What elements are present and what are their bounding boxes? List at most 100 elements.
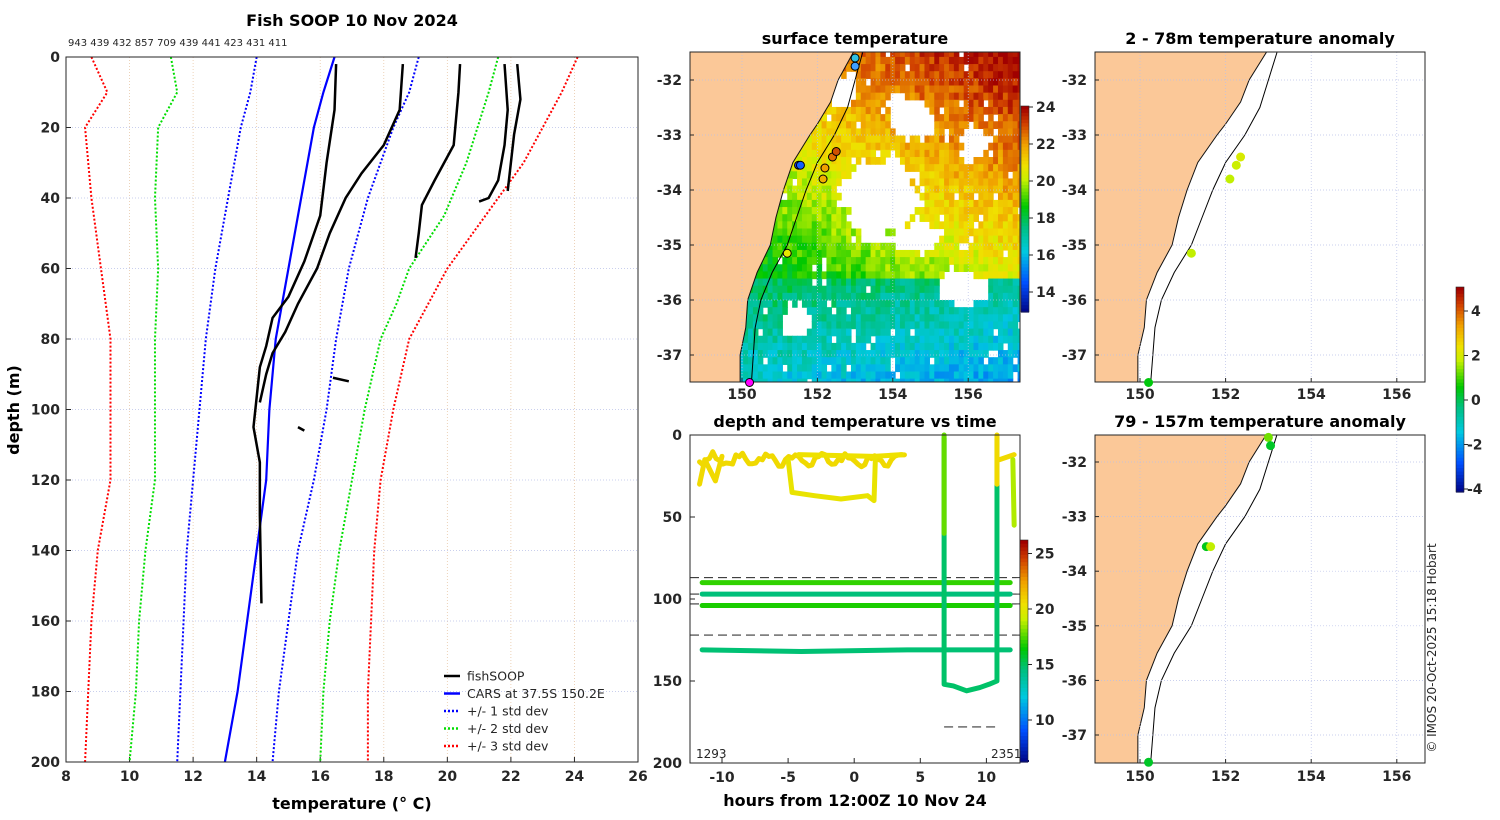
sst-cell (934, 92, 940, 101)
sst-cell (811, 199, 818, 208)
sst-cell (865, 307, 872, 315)
sst-cell (919, 257, 926, 265)
sst-cell (914, 357, 921, 365)
sst-cell (880, 249, 886, 258)
sst-cell (846, 328, 852, 337)
sst-cell (748, 321, 754, 330)
sst-cell (1008, 386, 1014, 394)
sst-cell (885, 114, 891, 122)
anomaly-colorbar-segment (1456, 413, 1464, 418)
sst-cell (973, 71, 979, 79)
sst-cell (1007, 78, 1014, 87)
sst-cell (934, 99, 940, 108)
colorbar-tick-label: 14 (1036, 285, 1056, 301)
sst-cell (738, 371, 744, 380)
sst-cell (919, 314, 926, 323)
sst-cell (1012, 264, 1019, 272)
sst-cell (880, 350, 886, 358)
sst-cell (1002, 135, 1009, 144)
sst-cell (948, 149, 955, 158)
anomaly-colorbar-segment (1456, 331, 1464, 336)
map-content (690, 52, 1020, 394)
sst-cell (816, 199, 823, 208)
sst-cell (1007, 221, 1014, 230)
sst-cell (860, 242, 867, 251)
temperature-colorbar-segment (1020, 614, 1028, 619)
anomaly-colorbar-segment (1456, 468, 1464, 473)
sst-cell (816, 292, 823, 301)
sst-cell (919, 264, 926, 272)
sst-cell (841, 307, 847, 315)
sst-cell (924, 335, 930, 344)
sst-cell (880, 300, 886, 308)
sst-cell (909, 300, 916, 308)
sst-cell (875, 64, 881, 72)
sst-cell (811, 128, 818, 137)
sst-cell (801, 235, 808, 244)
sst-cell (1017, 71, 1020, 79)
sst-cell (811, 350, 818, 358)
sst-cell (865, 364, 872, 373)
sst-cell (953, 207, 960, 215)
sst-cell (880, 242, 886, 251)
sst-cell (836, 292, 842, 301)
sst-cell (978, 264, 984, 272)
sst-cell (821, 149, 828, 158)
coastline (1137, 435, 1267, 763)
sst-cell (836, 249, 842, 258)
series-line-cars (223, 56, 336, 763)
sst-cell (958, 221, 965, 230)
sst-cell (875, 56, 881, 65)
sst-cell (978, 307, 984, 315)
sst-cell (1002, 314, 1009, 323)
sst-cell (993, 149, 999, 158)
sst-cell (865, 71, 872, 79)
sst-cell (826, 171, 832, 180)
sst-cell (958, 335, 965, 344)
sst-cell (953, 228, 960, 237)
sst-cell (777, 371, 783, 380)
sst-cell (909, 157, 916, 165)
sst-cell (948, 314, 955, 323)
sst-cell (948, 214, 955, 222)
sst-cell (836, 364, 842, 373)
sst-cell (939, 357, 945, 365)
sst-cell (846, 342, 852, 351)
cast-track-top (997, 452, 1017, 463)
sst-cell (929, 85, 935, 94)
sst-cell (777, 378, 783, 382)
sst-cell (792, 364, 798, 373)
sst-cell (929, 71, 935, 79)
sst-cell (924, 342, 930, 351)
sst-cell (1007, 371, 1014, 380)
sst-cell (895, 307, 901, 315)
sst-cell (948, 235, 955, 244)
temperature-colorbar-segment (1020, 565, 1028, 571)
sst-cell (895, 271, 901, 280)
sst-cell (988, 128, 994, 137)
sst-cell (895, 71, 901, 79)
sst-cell (870, 292, 877, 301)
sst-cell (821, 342, 828, 351)
sst-cell (846, 114, 852, 122)
sst-cell (826, 149, 832, 158)
sst-cell (816, 149, 823, 158)
sst-cell (944, 342, 950, 351)
lon-tick-label: 154 (1297, 769, 1326, 785)
sst-cell (948, 371, 955, 380)
sst-cell (752, 292, 759, 301)
sst-cell (831, 199, 837, 208)
sst-cell (939, 235, 945, 244)
sst-cell (1002, 56, 1009, 65)
sst-cell (993, 171, 999, 180)
sst-cell (826, 235, 832, 244)
sst-cell (875, 135, 881, 144)
sst-cell (811, 192, 818, 201)
sst-cell (963, 92, 970, 101)
sst-cell (944, 207, 950, 215)
sst-cell (860, 99, 867, 108)
sst-cell (978, 85, 984, 94)
sst-colorbar-segment (1021, 157, 1029, 162)
sst-cell (777, 285, 783, 294)
sst-cell (973, 314, 979, 323)
